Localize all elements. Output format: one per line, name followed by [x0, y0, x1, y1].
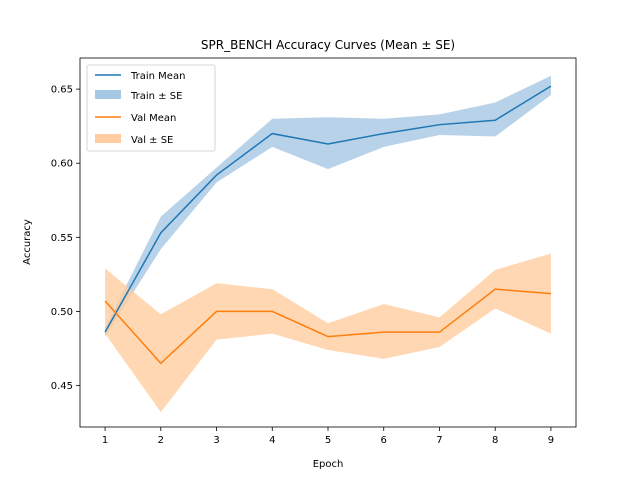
mean-lines [104, 85, 552, 365]
legend: Train Mean Train ± SE Val Mean Val ± SE [86, 64, 216, 152]
legend-val-band-label: Val ± SE [131, 135, 173, 146]
legend-train-band-swatch [95, 90, 121, 99]
x-tick-label: 5 [325, 435, 331, 446]
train-se-band [105, 75, 551, 337]
legend-val-band-swatch [95, 134, 121, 143]
chart-title: SPR_BENCH Accuracy Curves (Mean ± SE) [201, 38, 455, 52]
x-tick-label: 9 [548, 435, 554, 446]
x-tick-label: 8 [492, 435, 498, 446]
x-tick-label: 2 [158, 435, 164, 446]
x-tick-label: 1 [102, 435, 108, 446]
legend-train-band-label: Train ± SE [130, 91, 182, 102]
x-tick-label: 6 [381, 435, 387, 446]
x-tick-label: 3 [213, 435, 219, 446]
legend-val-mean-label: Val Mean [131, 113, 176, 124]
x-tick-label: 7 [436, 435, 442, 446]
x-axis-ticks: 1 2 3 4 5 6 7 8 9 [102, 427, 554, 446]
y-tick-label: 0.50 [51, 307, 73, 318]
legend-frame [86, 64, 216, 152]
y-axis-label: Accuracy [22, 219, 33, 265]
y-tick-label: 0.65 [51, 85, 73, 96]
x-axis-label: Epoch [313, 459, 344, 470]
y-tick-label: 0.55 [51, 233, 73, 244]
y-axis-ticks: 0.45 0.50 0.55 0.60 0.65 [51, 85, 80, 392]
y-tick-label: 0.60 [51, 159, 73, 170]
val-se-band [105, 253, 551, 413]
legend-train-mean-label: Train Mean [130, 71, 185, 82]
se-bands [105, 75, 551, 413]
x-tick-label: 4 [269, 435, 275, 446]
y-tick-label: 0.45 [51, 381, 73, 392]
